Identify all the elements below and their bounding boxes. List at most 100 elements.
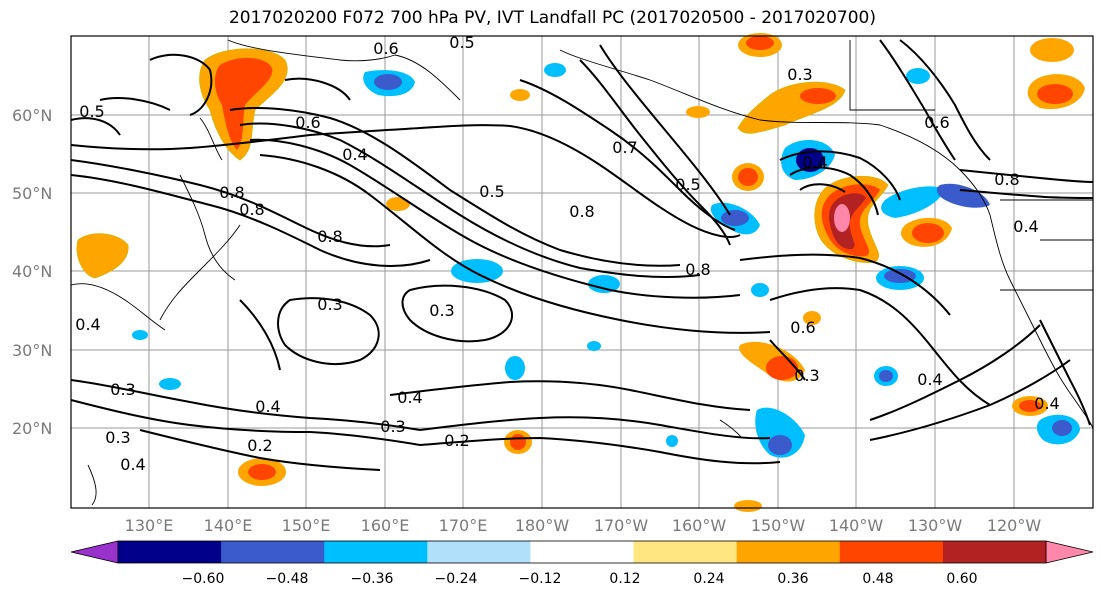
colorbar-tick-label: −0.12 (518, 571, 562, 587)
lat-label: 30°N (12, 341, 53, 360)
colorbar-extend-max (1045, 540, 1094, 564)
anomaly-blob (906, 68, 930, 84)
lat-label: 20°N (12, 419, 53, 438)
colorbar-cell (942, 541, 1047, 563)
anomaly-blob (76, 233, 129, 279)
colorbar-tick-label: 0.12 (609, 571, 641, 587)
anomaly-blob (734, 500, 762, 512)
colorbar (70, 540, 1094, 564)
anomaly-blob (751, 283, 769, 297)
contour-label: 0.3 (110, 380, 135, 399)
lon-label: 140°E (203, 516, 253, 535)
lon-label: 130°E (124, 516, 174, 535)
anomaly-blob (666, 435, 678, 447)
contour-label: 0.8 (239, 200, 264, 219)
anomaly-blob (544, 63, 566, 77)
lon-label: 160°E (360, 516, 410, 535)
contour-label: 0.3 (429, 301, 454, 320)
contour-label: 0.8 (569, 202, 594, 221)
anomaly-blob (800, 88, 836, 104)
contour-label: 0.4 (802, 153, 827, 172)
contour-label: 0.6 (373, 39, 398, 58)
anomaly-blob (834, 204, 850, 232)
lat-label: 40°N (12, 262, 53, 281)
lat-label: 50°N (12, 184, 53, 203)
anomaly-blob (738, 168, 758, 186)
anomaly-blob (803, 311, 821, 325)
anomaly-blob (1019, 400, 1041, 412)
contour-label: 0.6 (790, 318, 815, 337)
anomaly-blob (912, 223, 944, 243)
anomaly-blob (1030, 38, 1074, 62)
colorbar-cell (221, 541, 325, 563)
anomaly-blob (214, 57, 273, 150)
lon-label: 160°W (671, 516, 727, 535)
contour-label: 0.8 (219, 183, 244, 202)
colorbar-tick-label: 0.36 (777, 571, 809, 587)
colorbar-cell (118, 541, 222, 563)
anomaly-blob (686, 106, 710, 118)
colorbar-cell (839, 541, 944, 563)
anomaly-blob (374, 74, 402, 90)
anomaly-blob (451, 259, 503, 283)
contour-label: 0.4 (1034, 394, 1059, 413)
lon-label: 180°W (514, 516, 570, 535)
colorbar-tick-label: 0.24 (693, 571, 725, 587)
contour-label: 0.5 (479, 182, 504, 201)
lon-label: 140°W (828, 516, 884, 535)
anomaly-blob (746, 36, 774, 50)
colorbar-cell (427, 541, 531, 563)
anomaly-blob (588, 275, 620, 293)
anomaly-blob (248, 464, 276, 480)
shaded-anomalies (76, 33, 1085, 512)
contour-label: 0.3 (317, 295, 342, 314)
colorbar-cell (324, 541, 428, 563)
anomaly-blob (879, 370, 893, 382)
colorbar-cell (736, 541, 841, 563)
colorbar-cell (633, 541, 738, 563)
contour-label: 0.8 (317, 227, 342, 246)
colorbar-tick-label: −0.48 (265, 571, 309, 587)
contour-label: 0.4 (255, 397, 280, 416)
anomaly-blob (721, 210, 749, 226)
contour-lines (70, 39, 1094, 471)
anomaly-blob (1052, 420, 1072, 436)
anomaly-blob (768, 435, 792, 455)
anomaly-blob (937, 183, 990, 208)
contour-label: 0.4 (1013, 217, 1038, 236)
anomaly-blob (510, 89, 530, 101)
lon-label: 120°W (986, 516, 1042, 535)
anomaly-blob (505, 356, 525, 380)
contour-labels: 0.6 0.5 0.5 0.6 0.4 0.3 0.4 0.8 0.6 0.5 … (75, 33, 1059, 474)
colorbar-tick-label: −0.60 (181, 571, 225, 587)
anomaly-blob (1037, 84, 1073, 104)
contour-label: 0.2 (444, 431, 469, 450)
contour-label: 0.5 (79, 102, 104, 121)
colorbar-tick-label: −0.24 (434, 571, 478, 587)
contour-label: 0.4 (342, 145, 367, 164)
contour-label: 0.4 (917, 370, 942, 389)
lon-label: 170°E (438, 516, 488, 535)
contour-label: 0.8 (994, 170, 1019, 189)
colorbar-extend-min (70, 540, 119, 564)
gridlines (71, 36, 1093, 508)
colorbar-tick-label: −0.36 (350, 571, 394, 587)
contour-label: 0.4 (120, 455, 145, 474)
contour-label: 0.3 (787, 65, 812, 84)
colorbar-tick-label: 0.48 (862, 571, 894, 587)
lon-label: 170°W (593, 516, 649, 535)
contour-label: 0.4 (75, 315, 100, 334)
anomaly-blob (587, 341, 601, 351)
contour-label: 0.3 (794, 366, 819, 385)
lon-label: 130°W (907, 516, 963, 535)
anomaly-blob (766, 356, 798, 380)
lat-label: 60°N (12, 106, 53, 125)
contour-label: 0.4 (397, 388, 422, 407)
contour-label: 0.6 (924, 113, 949, 132)
contour-label: 0.3 (380, 417, 405, 436)
contour-label: 0.3 (105, 428, 130, 447)
anomaly-blob (796, 148, 824, 172)
colorbar-cell (530, 541, 635, 563)
anomaly-blob (386, 197, 410, 211)
